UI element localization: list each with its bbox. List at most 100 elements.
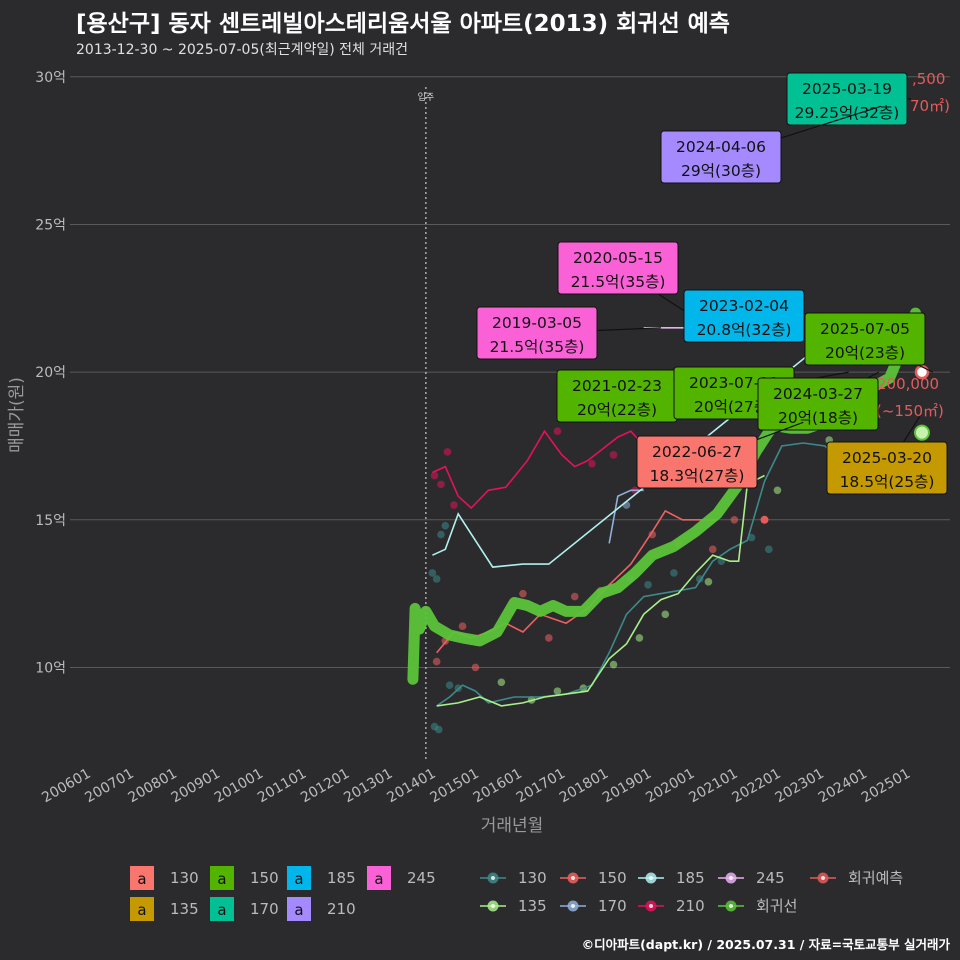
legend-area-key [287, 866, 311, 890]
series-line-170 [608, 489, 644, 544]
y-tick-label: 25억 [35, 217, 66, 233]
transaction-point [704, 578, 713, 586]
grid-layer [70, 76, 950, 668]
transaction-point [545, 634, 553, 642]
x-axis-title: 거래년월 [481, 816, 544, 836]
transaction-point [773, 486, 782, 495]
series-line-130 [436, 442, 864, 707]
transaction-point [570, 592, 579, 601]
label-price: 18.3억(27층) [650, 467, 745, 485]
legend-line-label: 회귀선 [756, 897, 797, 915]
regression-end-point [913, 424, 930, 441]
transaction-point [471, 663, 480, 672]
transaction-point [730, 516, 739, 524]
transaction-point [435, 725, 443, 734]
label-box [683, 289, 805, 343]
transaction-point [588, 459, 596, 468]
price-labels: 2025-03-19 29.25억(32층) 2024-04-06 29억(30층) 2… [476, 72, 948, 495]
transaction-point [432, 575, 441, 583]
legend-area-label: 210 [327, 900, 356, 918]
y-tick-label: 30억 [35, 70, 66, 86]
legend-area-key [210, 897, 234, 921]
legend-area-label: 170 [250, 900, 279, 918]
y-tick-label: 15억 [35, 513, 66, 529]
label-date: 2022-06-27 [652, 443, 742, 461]
label-price: 20억(23층) [825, 344, 905, 362]
label-box [476, 306, 598, 360]
transaction-point [609, 660, 618, 669]
label-box [660, 130, 782, 184]
label-box [557, 241, 679, 295]
transaction-point [670, 569, 678, 577]
x-tick-label: 201901 [600, 766, 654, 807]
transaction-point [708, 545, 717, 554]
legend-area-label: 130 [170, 869, 199, 887]
transaction-point [443, 448, 452, 456]
label-price: 21.5억(35층) [571, 273, 666, 291]
transaction-point [765, 545, 773, 554]
x-tick-label: 201001 [212, 766, 266, 807]
chart-title: [용산구] 동자 센트레빌아스테리움서울 아파트(2013) 회귀선 예측 [76, 11, 730, 37]
label-date: 2020-05-15 [573, 249, 663, 267]
transaction-points [428, 427, 872, 734]
x-tick-label: 201801 [557, 766, 611, 807]
label-box [826, 441, 948, 495]
legend-line-label: 210 [676, 897, 705, 915]
transaction-point [428, 569, 437, 577]
label-date: 2023-02-04 [699, 297, 789, 315]
x-tick-label: 201701 [514, 766, 568, 807]
prediction-point [914, 364, 930, 380]
legend-line-label: 170 [598, 897, 627, 915]
y-axis-title: 매매가(원) [7, 377, 27, 453]
legend-line-dot-center [729, 876, 733, 880]
legend-area-key [130, 866, 154, 890]
legend-line-dot-center [491, 904, 495, 908]
label-date: 2025-07-05 [820, 320, 910, 338]
legend-line-label: 130 [518, 869, 547, 887]
y-axis-ticks: 10억 15억 20억 25억 30억 [35, 70, 66, 677]
x-tick-label: 200901 [169, 766, 223, 807]
source-caption: ©디아파트(dapt.kr) / 2025.07.31 / 자료=국토교통부 실… [581, 937, 950, 952]
label-date: 2019-03-05 [492, 314, 582, 332]
label-box [786, 72, 908, 126]
x-tick-label: 202201 [729, 766, 783, 807]
label-date: 2021-02-23 [572, 377, 662, 395]
legend-area-letter: a [217, 870, 226, 888]
move-in-label: 입주 [418, 91, 435, 103]
transaction-point [432, 657, 441, 666]
transaction-point [437, 530, 445, 539]
prediction-label-b-line1: ,500 [912, 70, 945, 88]
x-tick-label: 200601 [39, 766, 93, 807]
legend-area-key [367, 866, 391, 890]
legend-area-label: 185 [327, 869, 356, 887]
x-tick-label: 202301 [773, 766, 827, 807]
x-tick-label: 201601 [471, 766, 525, 807]
label-date: 2024-04-06 [676, 138, 766, 156]
transaction-point [519, 589, 527, 598]
label-box [636, 435, 758, 489]
transaction-point [609, 451, 618, 459]
x-tick-label: 201101 [255, 766, 309, 807]
transaction-point [635, 634, 644, 642]
label-date: 2024-03-27 [773, 385, 863, 403]
transaction-point [644, 580, 652, 589]
legend-line-label: 245 [756, 869, 785, 887]
x-tick-label: 201301 [341, 766, 395, 807]
y-tick-label: 10억 [35, 660, 66, 676]
legend-area-key [287, 897, 311, 921]
legend-line-label: 150 [598, 869, 627, 887]
label-price: 29억(30층) [681, 162, 761, 180]
legend-area-letter: a [294, 901, 303, 919]
label-box [804, 312, 926, 366]
label-price: 20억(18층) [778, 409, 858, 427]
transaction-point [430, 471, 439, 480]
x-tick-label: 201401 [384, 766, 438, 807]
x-tick-label: 200701 [82, 766, 136, 807]
label-date: 2025-03-20 [842, 449, 932, 467]
label-price: 29.25억(32층) [795, 104, 900, 122]
x-tick-label: 201201 [298, 766, 352, 807]
x-axis-ticks: 2006012007012008012009012010012011012012… [39, 766, 913, 807]
legend-line-label: 회귀예측 [848, 869, 903, 887]
legend-area-letter: a [217, 901, 226, 919]
legend-area-letter: a [137, 901, 146, 919]
